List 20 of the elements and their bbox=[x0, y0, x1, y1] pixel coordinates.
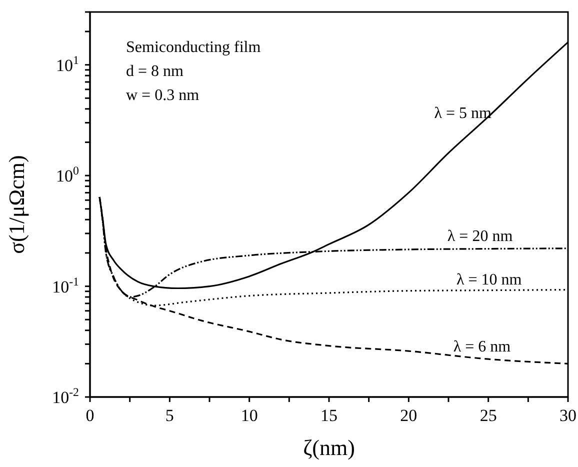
annotation: d = 8 nm bbox=[126, 63, 184, 80]
x-tick-label: 20 bbox=[400, 406, 418, 425]
annotation: w = 0.3 nm bbox=[126, 87, 200, 104]
series-label: λ = 10 nm bbox=[456, 271, 522, 288]
x-tick-label: 25 bbox=[480, 406, 497, 425]
x-tick-label: 0 bbox=[86, 406, 94, 425]
y-tick-label: 10$^{0}$ bbox=[56, 164, 80, 186]
x-tick-label: 15 bbox=[320, 406, 338, 425]
x-tick-label: 5 bbox=[165, 406, 174, 425]
series-label: λ = 5 nm bbox=[434, 104, 492, 122]
x-axis-title: ζ(nm) bbox=[303, 435, 355, 460]
y-tick-label: 10$^{-2}$ bbox=[52, 385, 80, 407]
annotation: Semiconducting film bbox=[126, 39, 262, 56]
y-axis-title: σ(1/μΩcm) bbox=[4, 155, 29, 254]
series-label: λ = 20 nm bbox=[447, 228, 514, 245]
x-tick-label: 10 bbox=[240, 406, 258, 425]
y-tick-label: 10$^{1}$ bbox=[56, 52, 80, 75]
y-tick-label: 10$^{-1}$ bbox=[52, 274, 80, 296]
x-tick-label: 30 bbox=[560, 406, 576, 425]
series-label: λ = 6 nm bbox=[453, 338, 512, 356]
